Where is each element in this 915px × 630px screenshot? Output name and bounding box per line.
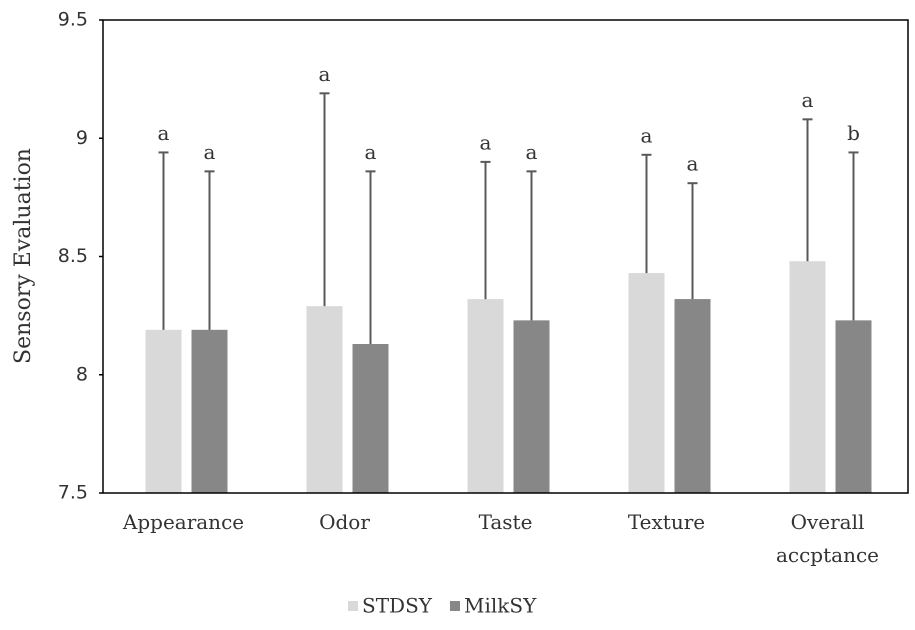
- plot-frame: [102, 19, 909, 494]
- error-bar: [641, 153, 652, 274]
- significance-label: a: [365, 140, 377, 164]
- error-bar: [365, 170, 376, 345]
- y-axis-label: Sensory Evaluation: [11, 148, 36, 364]
- error-bar: [848, 151, 859, 321]
- y-tick-label: 8: [76, 363, 88, 385]
- y-tick-label: 9.5: [58, 9, 88, 31]
- legend-swatch: [449, 601, 460, 611]
- x-tick-label-line: Odor: [319, 510, 370, 534]
- x-tick-label: Texture: [628, 510, 705, 534]
- x-tick-label: Odor: [319, 510, 370, 534]
- bar: [513, 320, 550, 493]
- bar: [306, 306, 343, 493]
- x-tick-label: Taste: [479, 510, 533, 534]
- y-tick-label: 7.5: [58, 482, 88, 504]
- error-bar: [158, 151, 169, 330]
- bar: [789, 261, 826, 493]
- x-tick-label-line: Appearance: [122, 510, 244, 534]
- x-tick-label: Appearance: [122, 510, 244, 534]
- significance-label: b: [847, 121, 860, 145]
- y-tick-label: 9: [76, 127, 88, 149]
- bar: [674, 299, 711, 493]
- significance-label: a: [526, 140, 538, 164]
- bar: [835, 320, 872, 493]
- x-tick-label-line: Texture: [628, 510, 705, 534]
- significance-label: a: [802, 88, 814, 112]
- bar: [191, 329, 228, 493]
- significance-label: a: [319, 62, 331, 86]
- x-tick-label: Overall accptance: [776, 510, 879, 567]
- error-bar: [480, 160, 491, 300]
- bar: [628, 273, 665, 493]
- bar: [467, 299, 504, 493]
- x-tick-label-line: Overall: [791, 510, 865, 534]
- significance-label: a: [204, 140, 216, 164]
- error-bar: [204, 170, 215, 330]
- bar: [145, 329, 182, 493]
- y-tick-label: 8.5: [58, 245, 88, 267]
- significance-label: a: [641, 123, 653, 147]
- error-bar: [802, 118, 813, 262]
- legend-label: STDSY: [362, 594, 433, 618]
- x-tick-label-line: Taste: [479, 510, 533, 534]
- significance-label: a: [687, 152, 699, 176]
- bar: [352, 344, 389, 493]
- significance-label: a: [158, 121, 170, 145]
- legend-swatch: [348, 601, 358, 611]
- error-bar: [687, 182, 698, 300]
- legend-label: MilkSY: [464, 594, 537, 618]
- x-tick-label-line: accptance: [776, 543, 879, 567]
- error-bar: [526, 170, 537, 321]
- error-bar: [319, 92, 330, 307]
- significance-label: a: [480, 130, 492, 154]
